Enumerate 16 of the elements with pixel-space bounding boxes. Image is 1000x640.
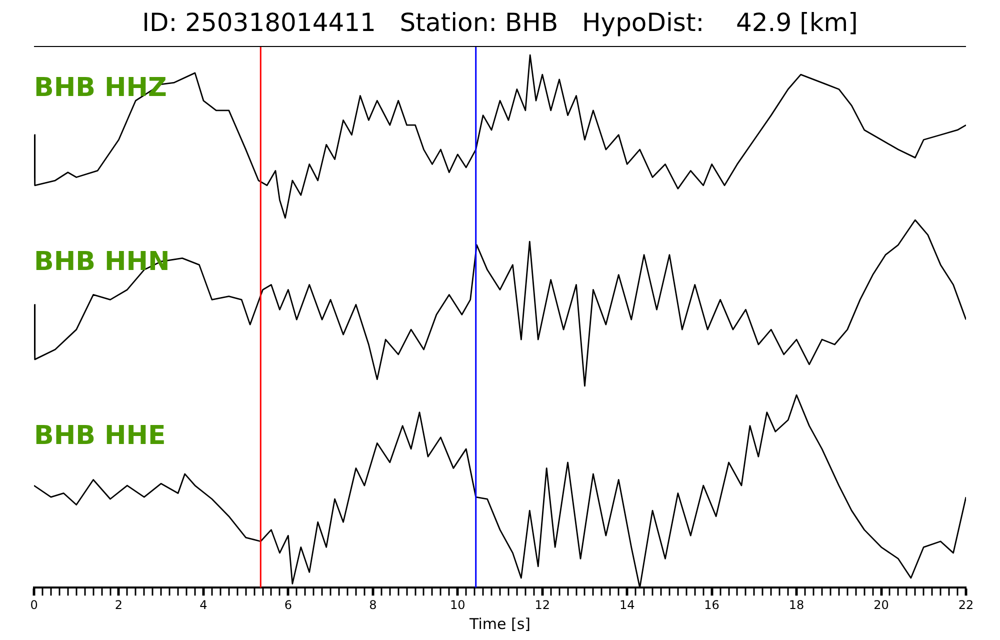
x-tick-label: 8 [369,598,377,612]
x-tick-label: 10 [450,598,466,612]
series-label: BHB HHN [34,247,170,277]
x-tick-label: 0 [30,598,38,612]
x-tick-label: 22 [958,598,974,612]
x-tick-label: 12 [534,598,550,612]
x-tick-label: 4 [200,598,208,612]
x-axis-title: Time [s] [468,614,530,633]
chart-title: ID: 250318014411 Station: BHB HypoDist: 42.9 [km] [34,8,966,47]
x-tick-label: 14 [619,598,635,612]
x-tick-label: 2 [114,598,123,612]
x-tick-label: 16 [704,598,720,612]
x-tick-label: 6 [284,598,292,612]
series-label: BHB HHE [34,421,166,451]
x-tick-label: 18 [788,598,804,612]
x-tick-label: 20 [874,598,889,612]
